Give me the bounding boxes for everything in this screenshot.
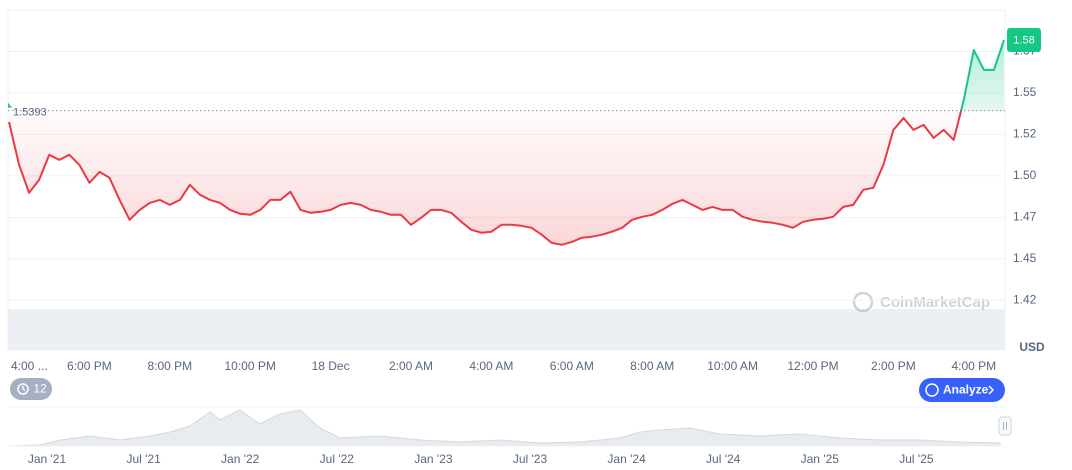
navigator-label: Jul '21	[126, 452, 161, 466]
analyze-pill[interactable]	[919, 378, 1005, 402]
navigator-grip	[1003, 422, 1007, 430]
history-icon	[17, 383, 29, 395]
analyze-label: Analyze	[943, 383, 989, 397]
x-tick-label: 10:00 AM	[707, 359, 758, 373]
navigator-handle[interactable]	[998, 416, 1012, 436]
navigator-label: Jul '25	[899, 452, 934, 466]
navigator-area	[7, 409, 1001, 447]
reference-label: 1.5393	[13, 107, 47, 119]
navigator-label: Jul '24	[706, 452, 741, 466]
history-count: 12	[33, 382, 47, 396]
analyze-chevron	[988, 385, 995, 395]
price-area	[9, 40, 1004, 245]
price-line	[8, 39, 1005, 246]
watermark: CoinMarketCap	[852, 291, 990, 313]
navigator	[7, 406, 1012, 447]
y-tick-label: 1.42	[1013, 292, 1037, 306]
x-tick-label: 6:00 AM	[550, 359, 594, 373]
reference-marker	[8, 102, 12, 108]
x-tick-label: 10:00 PM	[225, 359, 276, 373]
x-tick-label: 4:00 AM	[469, 359, 513, 373]
navigator-label: Jan '21	[28, 452, 67, 466]
navigator-label: Jan '25	[801, 452, 840, 466]
x-tick-label: 4:00 PM	[951, 359, 996, 373]
navigator-label: Jul '23	[513, 452, 548, 466]
y-tick-label: 1.52	[1013, 127, 1037, 141]
y-tick-label: 1.55	[1013, 85, 1037, 99]
history-icon-hand	[22, 386, 26, 392]
y-tick-label: 1.45	[1013, 251, 1037, 265]
x-tick-label: 8:00 AM	[630, 359, 674, 373]
navigator-label: Jul '22	[320, 452, 355, 466]
navigator-label: Jan '23	[414, 452, 453, 466]
x-tick-label: 12:00 PM	[787, 359, 838, 373]
x-tick-label: 2:00 AM	[389, 359, 433, 373]
y-axis-label: USD	[1019, 340, 1045, 354]
last-price-badge	[1007, 28, 1041, 53]
x-tick-label: 6:00 PM	[67, 359, 112, 373]
navigator-label: Jan '22	[221, 452, 260, 466]
x-tick-label: 18 Dec	[312, 359, 350, 373]
navigator-label: Jan '24	[607, 452, 646, 466]
analyze-button[interactable]: Analyze	[919, 378, 1005, 402]
navigator-labels: Jan '21 Jul '21 Jan '22 Jul '22 Jan '23 Jul '…	[28, 452, 934, 466]
last-price-label: 1.58	[1013, 34, 1034, 46]
x-tick-label: 8:00 PM	[147, 359, 192, 373]
watermark-logo	[852, 291, 874, 313]
volume-band	[8, 309, 1005, 350]
watermark-text: CoinMarketCap	[880, 294, 990, 311]
marks: 1.5393 1.58	[8, 28, 1041, 246]
y-tick-label: 1.50	[1013, 168, 1037, 182]
history-pill[interactable]	[10, 378, 52, 400]
analyze-icon	[925, 383, 939, 397]
history-button[interactable]: 12	[10, 378, 52, 400]
x-tick-label: 2:00 PM	[871, 359, 916, 373]
x-tick-label: 4:00 ...	[11, 359, 48, 373]
y-tick-label: 1.47	[1013, 209, 1037, 223]
